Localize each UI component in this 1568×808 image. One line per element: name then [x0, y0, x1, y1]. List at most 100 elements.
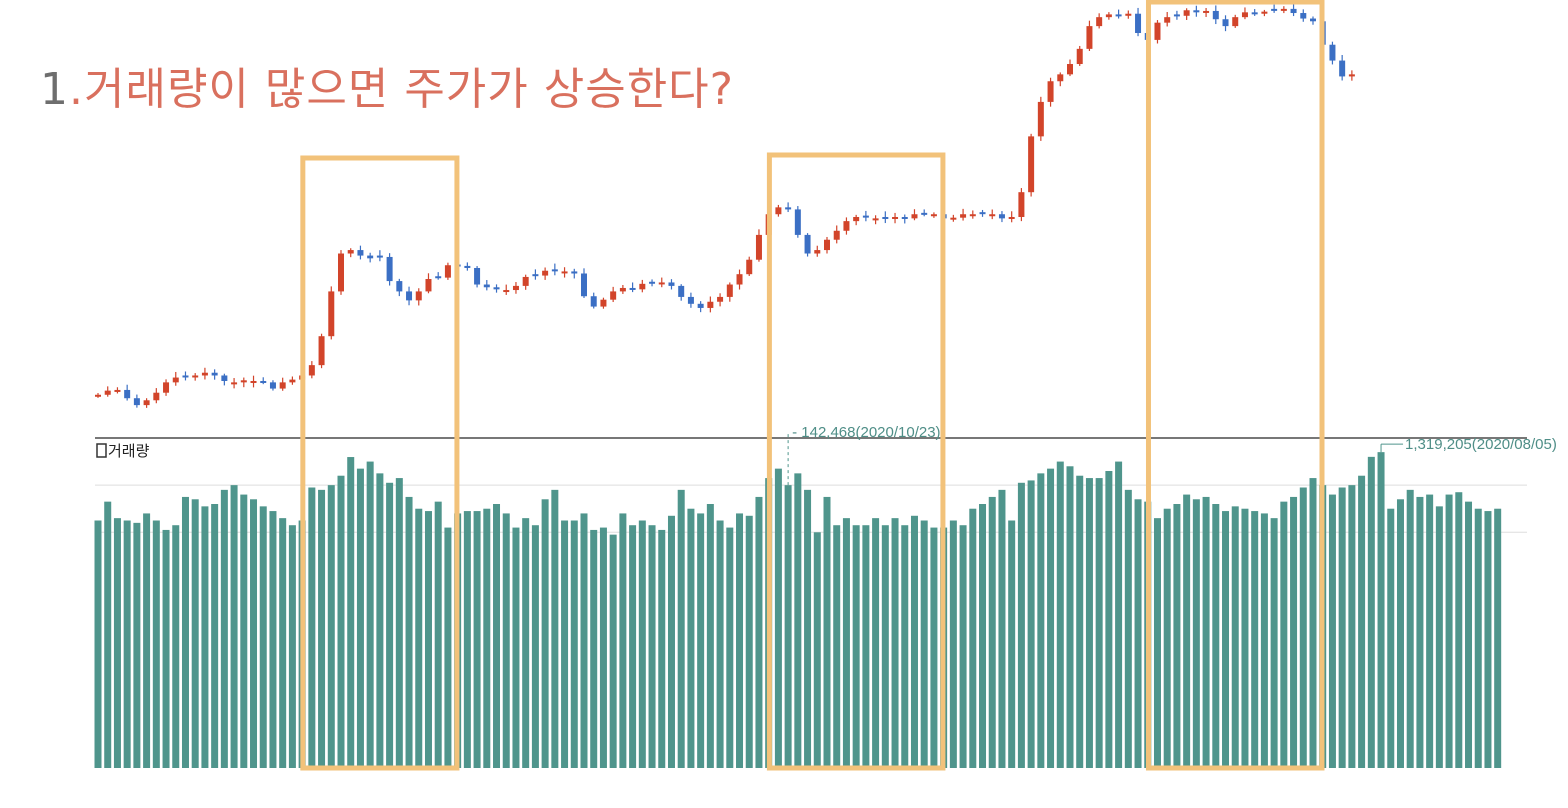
- volume-bar: [1173, 504, 1181, 768]
- volume-bar: [1328, 494, 1336, 768]
- candle: [639, 279, 646, 293]
- volume-bar: [143, 513, 151, 768]
- volume-bar: [1095, 478, 1103, 768]
- volume-bar: [881, 525, 889, 768]
- volume-bar: [1367, 456, 1375, 768]
- volume-bar: [308, 487, 316, 768]
- candle-body: [571, 271, 578, 274]
- volume-bar: [1047, 468, 1055, 768]
- candle: [133, 394, 140, 408]
- volume-bar: [1435, 506, 1443, 768]
- candle: [814, 245, 821, 257]
- candle: [930, 212, 937, 218]
- candle: [571, 268, 578, 279]
- volume-bar: [1027, 480, 1035, 768]
- volume-bar: [794, 473, 802, 768]
- candle: [1280, 6, 1287, 14]
- candle-body: [308, 365, 315, 376]
- volume-bar: [862, 525, 870, 768]
- volume-bar: [386, 482, 394, 768]
- candle: [901, 214, 908, 224]
- candle-body: [901, 216, 908, 219]
- candle: [376, 250, 383, 262]
- candle: [406, 286, 413, 306]
- volume-bar: [891, 518, 899, 768]
- candle-body: [600, 299, 607, 307]
- volume-bar: [1066, 466, 1074, 768]
- candle: [357, 245, 364, 260]
- candle-body: [250, 380, 257, 383]
- volume-bar: [852, 525, 860, 768]
- candle-body: [396, 281, 403, 292]
- candle: [201, 367, 208, 380]
- volume-bar: [444, 527, 452, 768]
- candle-body: [493, 287, 500, 290]
- volume-bars-series: [94, 452, 1502, 768]
- volume-bar: [1115, 461, 1123, 768]
- candle-body: [610, 291, 617, 300]
- volume-bar: [1260, 513, 1268, 768]
- candle-body: [1037, 101, 1044, 137]
- candle: [483, 280, 490, 291]
- candle: [892, 212, 899, 224]
- candle-body: [1241, 12, 1248, 18]
- candle-body: [522, 276, 529, 286]
- candle-body: [1067, 64, 1073, 75]
- candle-body: [1271, 8, 1278, 11]
- candle-body: [590, 296, 597, 307]
- candle: [1193, 5, 1200, 17]
- candle: [415, 288, 422, 306]
- volume-bar: [969, 508, 977, 768]
- candle: [1125, 10, 1132, 19]
- candle-body: [824, 239, 830, 251]
- volume-bar: [220, 489, 228, 768]
- volume-bar: [1017, 482, 1025, 768]
- candle: [619, 285, 626, 294]
- volume-bar: [833, 525, 841, 768]
- volume-bar: [1494, 508, 1502, 768]
- candle-body: [260, 380, 267, 383]
- volume-bar: [288, 525, 296, 768]
- volume-bar: [240, 494, 248, 768]
- volume-bar: [1163, 508, 1171, 768]
- candle-body: [1154, 22, 1161, 40]
- candle: [668, 279, 675, 290]
- candle: [512, 282, 519, 294]
- volume-bar: [667, 515, 675, 768]
- highlight-box: [300, 155, 460, 771]
- candle: [1105, 12, 1112, 20]
- candle: [1008, 211, 1015, 223]
- volume-bar: [706, 504, 714, 768]
- volume-bar: [697, 513, 705, 768]
- volume-bar: [823, 496, 831, 768]
- candle-body: [960, 214, 967, 218]
- candle: [1300, 9, 1307, 22]
- volume-bar: [1396, 499, 1404, 768]
- candle: [843, 217, 850, 235]
- candle: [522, 274, 529, 290]
- volume-bar: [473, 511, 481, 768]
- slide-title: 1.거래량이 많으면 주가가 상승한다?: [40, 60, 734, 120]
- candle-body: [649, 281, 656, 284]
- candle: [561, 267, 568, 278]
- candle-body: [1290, 8, 1297, 14]
- candle: [862, 210, 869, 222]
- candle: [921, 209, 928, 217]
- candle: [1290, 3, 1297, 17]
- volume-bar: [123, 520, 131, 768]
- volume-bar: [1008, 520, 1016, 768]
- volume-bar: [1212, 504, 1220, 768]
- candle: [989, 209, 996, 220]
- candle-body: [231, 382, 238, 385]
- candle-body: [911, 214, 918, 219]
- candle: [231, 378, 238, 389]
- candle-body: [95, 394, 101, 397]
- candle: [1057, 72, 1064, 87]
- volume-bar: [745, 515, 753, 768]
- highlight-boxes: [300, 0, 1325, 771]
- candle-body: [1193, 10, 1200, 13]
- volume-bar: [1348, 485, 1356, 768]
- volume-bar: [629, 525, 637, 768]
- volume-bar: [1076, 475, 1084, 768]
- candle-body: [289, 379, 296, 383]
